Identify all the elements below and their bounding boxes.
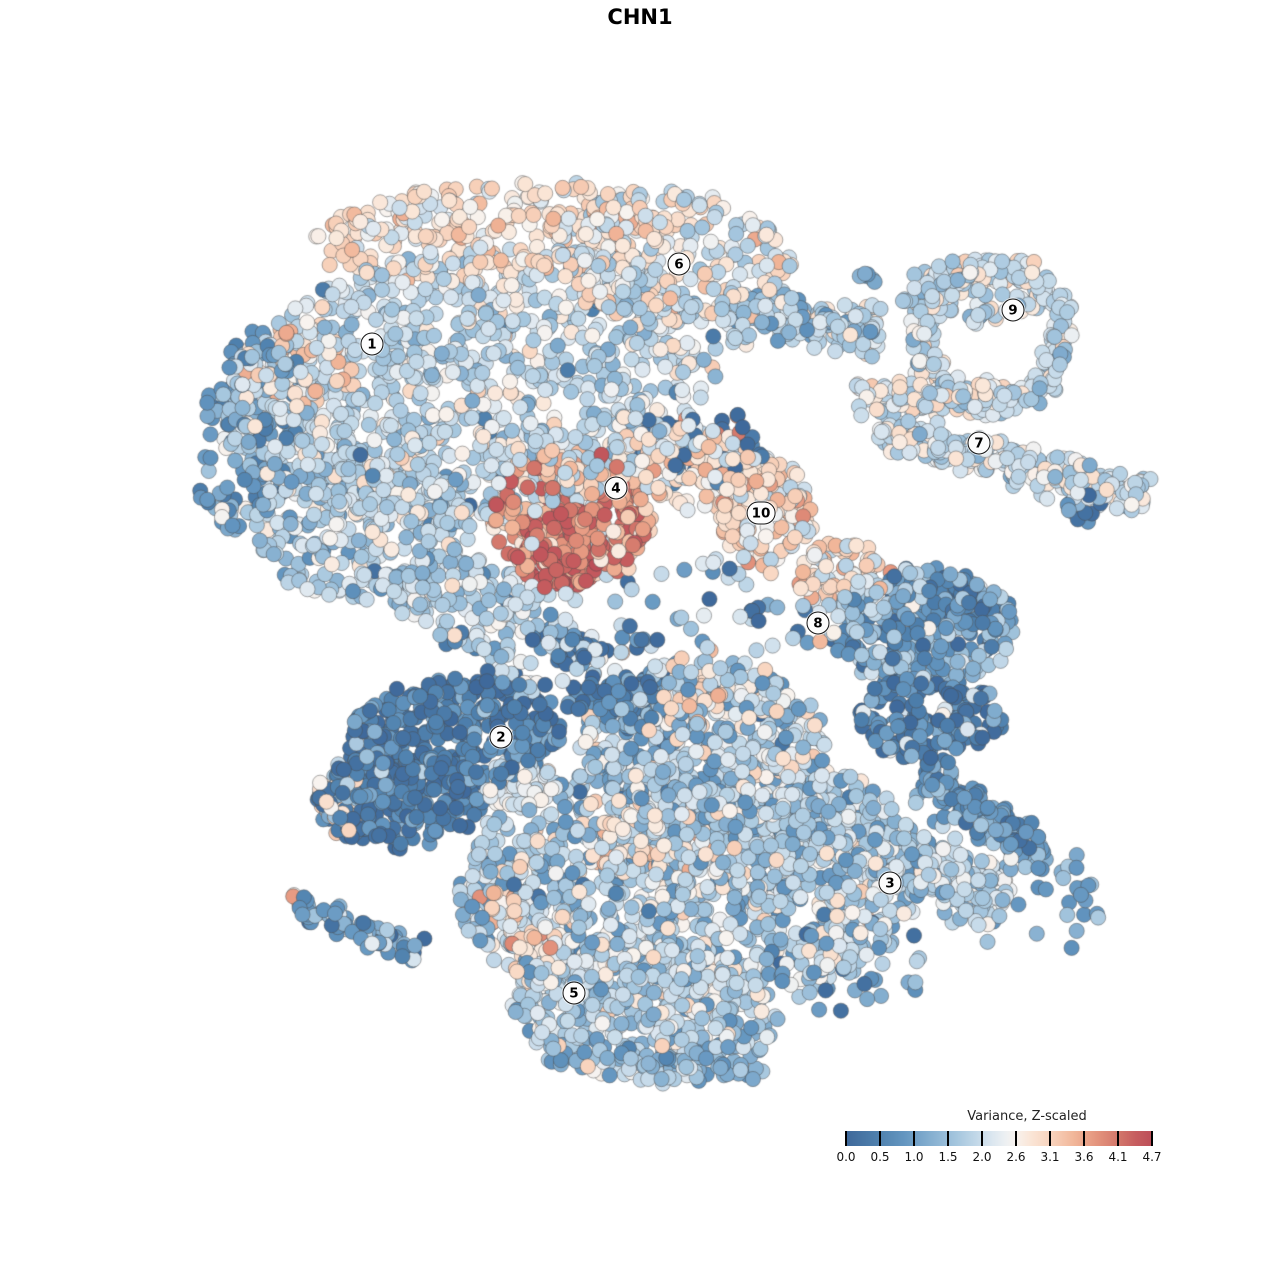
cluster-label-9: 9 (1001, 298, 1025, 322)
colorbar-tick-label: 2.6 (1006, 1150, 1026, 1164)
colorbar-tick-mark (1083, 1131, 1085, 1146)
cluster-label-3: 3 (878, 871, 902, 895)
colorbar-tick-mark (1117, 1131, 1119, 1146)
colorbar-tick-label: 4.7 (1142, 1150, 1162, 1164)
colorbar-tick-label: 3.1 (1040, 1150, 1060, 1164)
colorbar-tick-label: 0.0 (836, 1150, 856, 1164)
colorbar-legend: Variance, Z-scaled 0.0 0.5 1.0 1.5 2.0 2.6 3.1… (836, 1109, 1161, 1179)
colorbar-tick-mark (879, 1131, 881, 1146)
cluster-label-1: 1 (360, 332, 384, 356)
colorbar-tick-label: 4.1 (1108, 1150, 1128, 1164)
cluster-label-10: 10 (746, 501, 776, 525)
colorbar-tick-mark (947, 1131, 949, 1146)
cluster-label-2: 2 (489, 725, 513, 749)
colorbar-tick-label: 1.0 (904, 1150, 924, 1164)
colorbar-title: Variance, Z-scaled (967, 1109, 1087, 1124)
colorbar-tick-mark (1151, 1131, 1153, 1146)
cluster-label-5: 5 (562, 981, 586, 1005)
colorbar-tick-mark (1015, 1131, 1017, 1146)
cluster-label-8: 8 (806, 611, 830, 635)
colorbar-tick-mark (913, 1131, 915, 1146)
colorbar-tick-label: 0.5 (870, 1150, 890, 1164)
cluster-label-7: 7 (967, 431, 991, 455)
cluster-label-6: 6 (667, 252, 691, 276)
colorbar-tick-label: 3.6 (1074, 1150, 1094, 1164)
colorbar-gradient (845, 1131, 1153, 1146)
colorbar-tick-labels: 0.0 0.5 1.0 1.5 2.0 2.6 3.1 3.6 4.1 4.7 (836, 1150, 1161, 1166)
colorbar-tick-mark (845, 1131, 847, 1146)
colorbar-tick-mark (1049, 1131, 1051, 1146)
cluster-label-4: 4 (604, 476, 628, 500)
colorbar-tick-mark (981, 1131, 983, 1146)
colorbar-tick-label: 2.0 (972, 1150, 992, 1164)
colorbar-tick-label: 1.5 (938, 1150, 958, 1164)
